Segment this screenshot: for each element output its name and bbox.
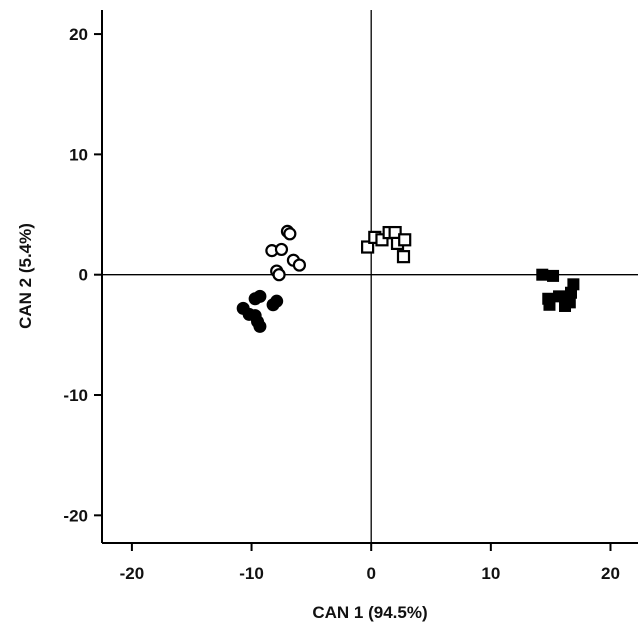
filled-square-point xyxy=(536,268,549,281)
filled-square-point xyxy=(543,298,556,311)
y-tick-label: -10 xyxy=(63,386,88,405)
filled-square-point xyxy=(547,269,560,282)
open-circle-point xyxy=(292,258,307,272)
filled-circle-point xyxy=(266,298,280,312)
filled-square-point xyxy=(559,299,572,312)
axes xyxy=(101,10,638,544)
open-circle-point xyxy=(272,268,286,282)
open-circle-point xyxy=(274,242,289,257)
y-axis-title: CAN 2 (5.4%) xyxy=(16,223,35,329)
open-square-point xyxy=(361,240,375,254)
x-tick-label: 0 xyxy=(366,564,375,583)
open-circle-point xyxy=(283,227,297,241)
y-tick-label: 0 xyxy=(79,266,88,285)
x-tick-label: -10 xyxy=(239,564,264,583)
filled-square-point xyxy=(565,286,577,299)
open-square-point xyxy=(396,250,411,264)
open-square-point xyxy=(375,233,389,247)
y-tick-label: 10 xyxy=(69,145,88,164)
y-tick-label: 20 xyxy=(69,25,88,44)
ticks: -20 -10 0 10 20 20 10 0 -10 -20 xyxy=(63,25,620,583)
y-tick-label: -20 xyxy=(63,506,88,525)
filled-square-point xyxy=(553,290,566,303)
filled-circle-point xyxy=(253,319,267,333)
data-points xyxy=(236,224,580,333)
x-tick-label: -20 xyxy=(120,564,145,583)
x-tick-label: 20 xyxy=(601,564,620,583)
x-axis-title: CAN 1 (94.5%) xyxy=(312,603,427,622)
open-square-point xyxy=(398,233,412,247)
filled-circle-point xyxy=(248,292,262,306)
x-tick-label: 10 xyxy=(481,564,500,583)
